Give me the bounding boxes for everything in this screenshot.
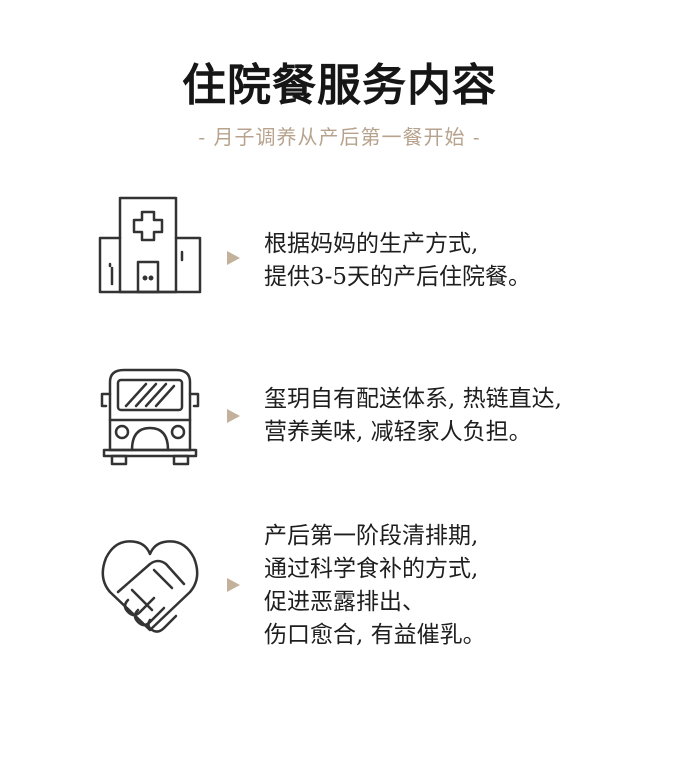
arrow-right-icon <box>227 409 240 423</box>
hospital-icon <box>96 194 204 302</box>
description-line: 产后第一阶段清排期, <box>264 523 479 549</box>
description-line: 根据妈妈的生产方式, <box>264 231 479 257</box>
description-line: 促进恶露排出、 <box>264 589 425 615</box>
arrow-right-icon <box>227 251 240 265</box>
description-line: 伤口愈合, 有益催乳。 <box>264 622 486 648</box>
service-description: 根据妈妈的生产方式, 提供3-5天的产后住院餐。 <box>264 228 531 294</box>
service-description: 产后第一阶段清排期, 通过科学食补的方式, 促进恶露排出、 伤口愈合, 有益催乳… <box>264 520 486 652</box>
bus-icon <box>96 362 204 470</box>
page-title: 住院餐服务内容 <box>182 60 497 111</box>
arrow-right-icon <box>227 578 240 592</box>
handshake-heart-icon <box>96 530 204 638</box>
description-line: 营养美味, 减轻家人负担。 <box>264 419 532 445</box>
service-description: 玺玥自有配送体系, 热链直达, 营养美味, 减轻家人负担。 <box>264 383 562 449</box>
description-line: 通过科学食补的方式, <box>264 556 479 582</box>
description-line: 玺玥自有配送体系, 热链直达, <box>264 386 562 412</box>
description-line: 提供3-5天的产后住院餐。 <box>264 264 532 290</box>
page-subtitle: - 月子调养从产后第一餐开始 - <box>198 125 481 149</box>
